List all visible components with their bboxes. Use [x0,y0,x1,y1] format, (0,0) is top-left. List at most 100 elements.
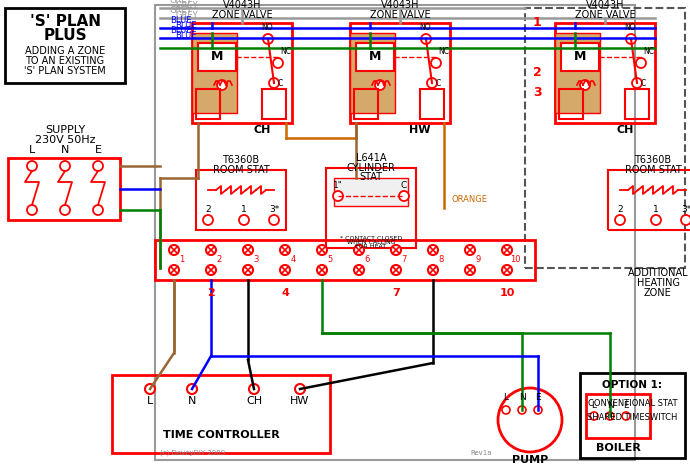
Text: ORANGE: ORANGE [452,195,488,204]
Text: 1: 1 [179,256,185,264]
Bar [354,89,378,119]
Bar [586,394,650,438]
Circle shape [169,245,179,255]
Bar [555,33,600,113]
Circle shape [421,34,431,44]
Bar [5,8,125,83]
Text: V4043H: V4043H [586,0,624,10]
Text: M: M [369,51,381,64]
Bar [356,43,394,71]
Text: L: L [147,396,153,406]
Text: TO AN EXISTING: TO AN EXISTING [26,56,105,66]
Circle shape [534,406,542,414]
Text: SHARED TIMESWITCH: SHARED TIMESWITCH [587,412,678,422]
Text: C: C [277,79,283,88]
Circle shape [273,58,283,68]
Circle shape [502,265,512,275]
Bar [196,170,286,230]
Circle shape [354,265,364,275]
Text: L: L [29,145,35,155]
Bar [555,23,655,123]
Bar [8,158,120,220]
Text: V4043H: V4043H [381,0,420,10]
Circle shape [498,388,562,452]
Text: 7: 7 [402,256,406,264]
Bar [350,33,395,113]
Text: 2: 2 [217,256,221,264]
Circle shape [391,245,401,255]
Bar [555,33,600,113]
Bar [192,33,237,113]
Circle shape [169,265,179,275]
Text: 2: 2 [205,205,211,214]
Text: SUPPLY: SUPPLY [45,125,85,135]
Text: 'S' PLAN: 'S' PLAN [30,15,101,29]
Text: BLUE: BLUE [175,31,197,41]
Text: ZONE VALVE: ZONE VALVE [370,10,431,20]
Bar [155,240,535,280]
Bar [192,33,237,113]
Text: ZONE VALVE: ZONE VALVE [575,10,635,20]
Text: BLUE: BLUE [170,26,192,35]
Circle shape [217,80,227,90]
Text: T6360B: T6360B [634,155,671,165]
Text: GREY: GREY [175,1,197,10]
Bar [192,23,292,123]
Text: 2: 2 [533,66,542,79]
Circle shape [145,384,155,394]
Circle shape [243,245,253,255]
Text: C: C [401,182,407,190]
Text: NO: NO [262,23,273,32]
Text: HW: HW [409,125,431,135]
Bar [625,89,649,119]
Text: BLUE: BLUE [170,16,192,25]
Text: L641A: L641A [356,153,386,163]
Circle shape [502,245,512,255]
Text: BOILER: BOILER [595,443,640,453]
Circle shape [239,215,249,225]
Text: NC: NC [439,46,449,56]
Circle shape [249,384,259,394]
Text: 3*: 3* [681,205,690,214]
Circle shape [681,215,690,225]
Text: 1: 1 [533,16,542,29]
Text: * CONTACT CLOSED: * CONTACT CLOSED [340,235,402,241]
Bar [155,5,635,460]
Circle shape [27,161,37,171]
Circle shape [375,80,385,90]
Circle shape [280,245,290,255]
Bar [525,8,685,268]
Text: L: L [504,394,509,402]
Circle shape [622,412,630,420]
Text: NO: NO [624,23,635,32]
Circle shape [269,78,279,88]
Text: ZONE: ZONE [644,288,672,298]
Text: CH: CH [616,125,633,135]
Circle shape [354,245,364,255]
Circle shape [243,265,253,275]
Text: CONVENTIONAL STAT: CONVENTIONAL STAT [588,398,678,408]
Circle shape [187,384,197,394]
Circle shape [263,34,273,44]
Text: 4: 4 [281,288,289,298]
Text: 6: 6 [364,256,370,264]
Circle shape [295,384,305,394]
Text: (c) DaveyDIY 2009: (c) DaveyDIY 2009 [160,449,225,456]
Text: 3*: 3* [269,205,279,214]
Circle shape [615,215,625,225]
Text: NC: NC [281,46,291,56]
Bar [608,170,690,230]
Text: ROOM STAT: ROOM STAT [213,165,269,175]
Circle shape [427,78,437,88]
Text: PUMP: PUMP [512,455,548,465]
Circle shape [27,205,37,215]
Text: 7: 7 [392,288,400,298]
Text: 1": 1" [333,182,343,190]
Circle shape [518,406,526,414]
Text: 8: 8 [438,256,444,264]
Text: CYLINDER: CYLINDER [346,163,395,173]
Circle shape [428,265,438,275]
Text: TIME CONTROLLER: TIME CONTROLLER [163,430,279,440]
Text: FOR HEAT: FOR HEAT [355,244,386,249]
Circle shape [502,406,510,414]
